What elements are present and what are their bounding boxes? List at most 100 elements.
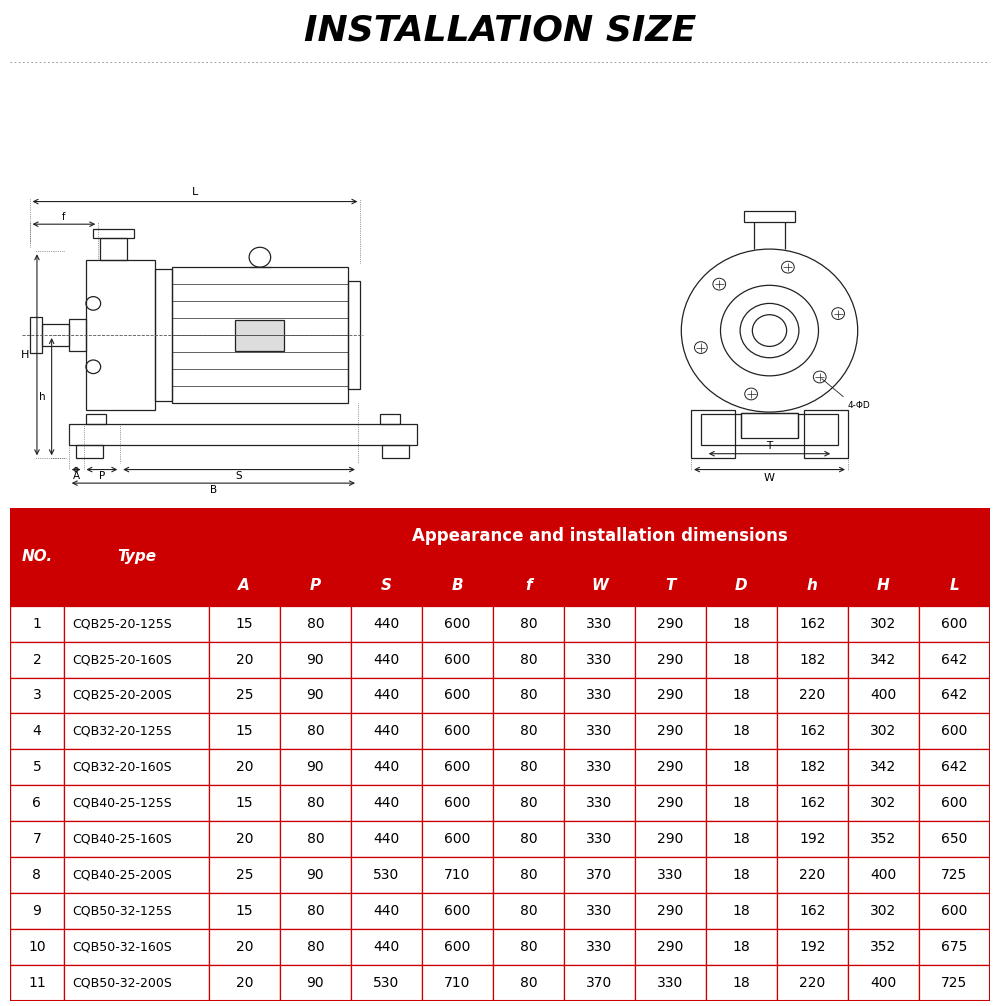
Text: T: T	[665, 577, 676, 593]
Bar	[493, 713, 564, 749]
Text: 600: 600	[444, 940, 471, 954]
Bar	[10, 606, 64, 642]
Bar	[422, 857, 493, 893]
Bar	[422, 893, 493, 930]
Bar	[706, 893, 777, 930]
Text: 440: 440	[373, 688, 400, 702]
Text: 15: 15	[236, 797, 253, 810]
Bar	[848, 857, 919, 893]
Text: 18: 18	[733, 724, 750, 738]
Bar	[635, 642, 706, 677]
Text: 642: 642	[941, 688, 968, 702]
Text: 290: 290	[657, 724, 684, 738]
Bar	[848, 606, 919, 642]
Text: 18: 18	[733, 976, 750, 990]
Bar	[777, 821, 848, 857]
Text: 642: 642	[941, 761, 968, 775]
Text: S: S	[381, 577, 392, 593]
Text: 11: 11	[28, 976, 46, 990]
Bar	[10, 857, 64, 893]
Bar	[100, 237, 127, 261]
Text: P: P	[99, 472, 105, 481]
Bar	[564, 606, 635, 642]
Bar	[635, 786, 706, 821]
Bar	[382, 445, 409, 459]
Text: 80: 80	[307, 797, 324, 810]
Text: 20: 20	[236, 653, 253, 667]
Bar	[848, 821, 919, 857]
Text: 90: 90	[307, 688, 324, 702]
Bar	[280, 749, 351, 786]
Bar	[706, 821, 777, 857]
Text: 162: 162	[799, 904, 826, 918]
Text: 290: 290	[657, 617, 684, 631]
Text: 18: 18	[733, 940, 750, 954]
Bar	[86, 414, 106, 425]
Text: 3: 3	[33, 688, 41, 702]
Bar	[280, 642, 351, 677]
Bar	[64, 606, 209, 642]
Bar	[706, 749, 777, 786]
Text: T: T	[766, 441, 773, 451]
Text: INSTALLATION SIZE: INSTALLATION SIZE	[304, 13, 696, 47]
Bar	[564, 642, 635, 677]
Text: 80: 80	[520, 797, 537, 810]
Bar	[209, 821, 280, 857]
Text: 600: 600	[444, 761, 471, 775]
Bar	[635, 857, 706, 893]
Text: CQB50-32-200S: CQB50-32-200S	[73, 977, 172, 990]
Bar	[64, 965, 209, 1001]
Bar	[919, 606, 990, 642]
Bar	[919, 965, 990, 1001]
Text: 400: 400	[870, 688, 897, 702]
Text: 80: 80	[307, 617, 324, 631]
Bar	[706, 786, 777, 821]
Text: 80: 80	[520, 940, 537, 954]
Text: 18: 18	[733, 868, 750, 882]
Text: 440: 440	[373, 940, 400, 954]
Text: 330: 330	[586, 940, 613, 954]
Text: S: S	[236, 472, 242, 481]
Text: 10: 10	[28, 940, 46, 954]
Bar	[635, 564, 706, 606]
Text: CQB40-25-200S: CQB40-25-200S	[73, 868, 172, 881]
Bar	[493, 893, 564, 930]
Bar	[351, 965, 422, 1001]
Text: 15: 15	[236, 724, 253, 738]
Bar	[635, 749, 706, 786]
Text: 290: 290	[657, 761, 684, 775]
Text: W: W	[764, 473, 775, 483]
Text: 440: 440	[373, 617, 400, 631]
Text: 290: 290	[657, 653, 684, 667]
Bar	[919, 564, 990, 606]
Text: 2: 2	[33, 653, 41, 667]
Text: 6: 6	[32, 797, 41, 810]
Text: 80: 80	[520, 868, 537, 882]
Bar	[351, 564, 422, 606]
Text: 400: 400	[870, 976, 897, 990]
Text: 440: 440	[373, 761, 400, 775]
Text: 600: 600	[444, 724, 471, 738]
Bar	[10, 965, 64, 1001]
Text: 642: 642	[941, 653, 968, 667]
Text: 25: 25	[236, 688, 253, 702]
Text: 15: 15	[236, 904, 253, 918]
Bar	[564, 713, 635, 749]
Bar	[10, 642, 64, 677]
Bar	[209, 564, 280, 606]
Bar	[919, 642, 990, 677]
Bar	[209, 642, 280, 677]
Text: Type: Type	[117, 549, 156, 564]
Text: 182: 182	[799, 653, 826, 667]
Text: 330: 330	[586, 653, 613, 667]
Bar	[564, 930, 635, 965]
Bar	[848, 893, 919, 930]
Bar	[422, 965, 493, 1001]
Text: 80: 80	[520, 688, 537, 702]
Bar	[422, 930, 493, 965]
Bar	[564, 749, 635, 786]
Text: D: D	[735, 577, 748, 593]
Bar	[744, 210, 795, 222]
Bar	[848, 965, 919, 1001]
Text: 600: 600	[941, 617, 968, 631]
